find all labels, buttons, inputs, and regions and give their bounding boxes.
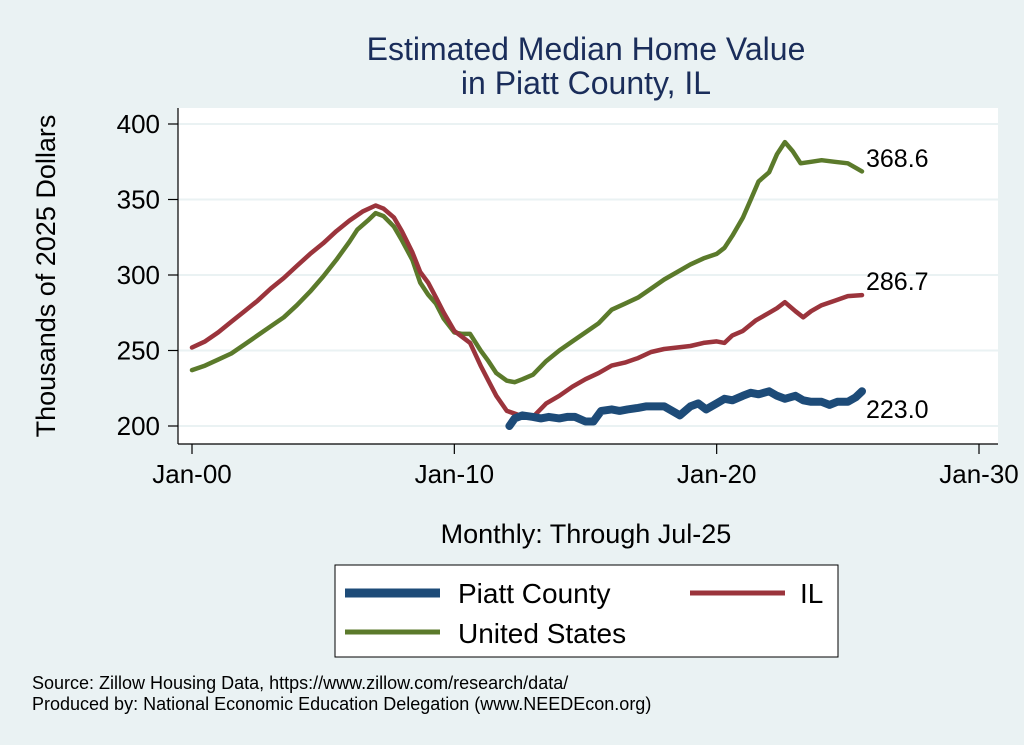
chart-title-line-2: in Piatt County, IL <box>461 65 711 101</box>
x-tick-label-jan-10: Jan-10 <box>415 459 495 489</box>
legend-label-il: IL <box>800 578 823 609</box>
y-tick-label-400: 400 <box>117 109 160 139</box>
y-axis-label: Thousands of 2025 Dollars <box>31 115 61 438</box>
x-axis-ticks: Jan-00 Jan-10 Jan-20 Jan-30 <box>152 444 1019 489</box>
series-layer <box>189 139 866 430</box>
end-label-il: 286.7 <box>866 268 929 296</box>
gridlines <box>178 123 998 427</box>
produced-by-note: Produced by: National Economic Education… <box>32 694 651 714</box>
y-tick-label-200: 200 <box>117 411 160 441</box>
legend-label-piatt-county: Piatt County <box>458 578 611 609</box>
y-axis-ticks: 200 250 300 350 400 <box>117 109 178 441</box>
series-line-piatt-county <box>505 387 866 430</box>
legend-box <box>334 564 839 658</box>
series-line-united-states <box>189 139 865 385</box>
x-axis-label: Monthly: Through Jul-25 <box>441 519 732 549</box>
end-label-piatt-county: 223.0 <box>866 396 929 424</box>
x-tick-label-jan-30: Jan-30 <box>939 459 1019 489</box>
y-tick-label-250: 250 <box>117 336 160 366</box>
chart-title-line-1: Estimated Median Home Value <box>367 31 806 67</box>
x-tick-label-jan-20: Jan-20 <box>677 459 757 489</box>
x-tick-label-jan-00: Jan-00 <box>152 459 232 489</box>
y-tick-label-300: 300 <box>117 260 160 290</box>
source-note: Source: Zillow Housing Data, https://www… <box>32 673 568 693</box>
end-label-united-states: 368.6 <box>866 145 929 173</box>
legend-label-united-states: United States <box>458 618 626 649</box>
legend: Piatt County IL United States <box>334 564 839 658</box>
y-tick-label-350: 350 <box>117 185 160 215</box>
series-line-il <box>189 203 865 420</box>
